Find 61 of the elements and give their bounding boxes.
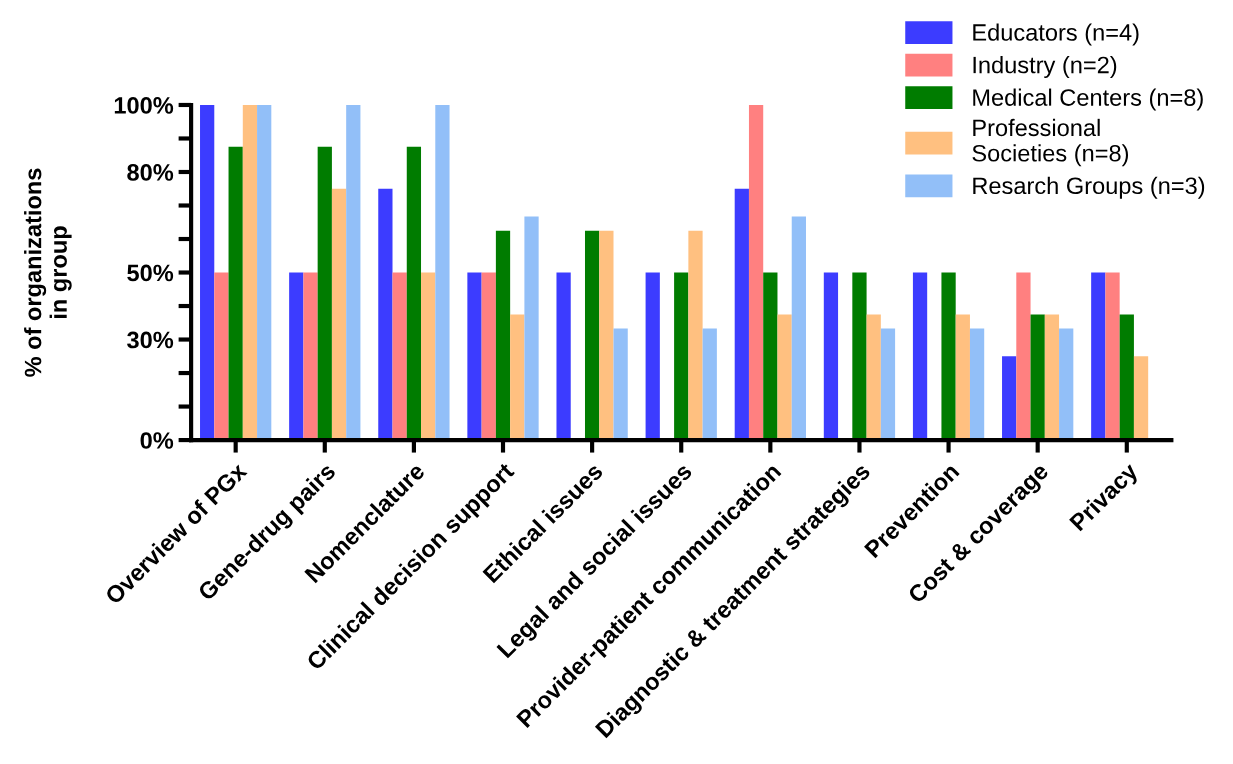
bar bbox=[823, 272, 839, 441]
y-tick-label: 30% bbox=[127, 331, 174, 349]
legend-label: Medical Centers (n=8) bbox=[973, 88, 1203, 111]
legend-label: Industry (n=2) bbox=[973, 56, 1117, 79]
y-axis-title: % of organizations in group bbox=[24, 168, 72, 377]
bar bbox=[289, 272, 304, 441]
bar bbox=[1059, 328, 1074, 441]
bar bbox=[1119, 314, 1134, 441]
bar bbox=[1044, 314, 1060, 441]
y-tick-label: 80% bbox=[127, 164, 174, 181]
bar bbox=[613, 328, 628, 441]
bar bbox=[1016, 272, 1031, 441]
bar bbox=[748, 104, 764, 441]
bar bbox=[645, 272, 660, 441]
bar bbox=[880, 328, 896, 441]
bar bbox=[791, 216, 806, 441]
bar bbox=[510, 314, 525, 441]
bar bbox=[941, 272, 956, 441]
bar bbox=[866, 314, 881, 441]
bar bbox=[1030, 314, 1045, 441]
bar bbox=[214, 272, 229, 441]
bar bbox=[524, 216, 539, 441]
y-tick-label: 100% bbox=[114, 97, 174, 114]
bar bbox=[495, 230, 511, 441]
bar bbox=[1002, 356, 1017, 441]
bar bbox=[912, 272, 928, 441]
bar bbox=[257, 104, 272, 441]
bar bbox=[406, 146, 422, 441]
bar bbox=[242, 104, 258, 441]
bar bbox=[1105, 272, 1120, 441]
bar bbox=[584, 230, 600, 441]
bar bbox=[392, 272, 407, 441]
bar bbox=[556, 272, 571, 441]
bar bbox=[777, 314, 792, 441]
bar bbox=[702, 328, 717, 441]
y-tick-label: 50% bbox=[127, 264, 174, 282]
bar bbox=[421, 272, 436, 441]
bar bbox=[688, 230, 703, 441]
bar bbox=[467, 272, 482, 441]
bar bbox=[481, 272, 496, 441]
bar bbox=[734, 188, 749, 441]
bar bbox=[228, 146, 243, 441]
bar bbox=[317, 146, 332, 441]
bar bbox=[1091, 272, 1106, 441]
legend-label: Resarch Groups (n=3) bbox=[973, 176, 1205, 199]
bar bbox=[969, 328, 985, 441]
bar bbox=[674, 272, 689, 441]
bar bbox=[955, 314, 970, 441]
bar bbox=[378, 188, 393, 441]
bar bbox=[303, 272, 318, 441]
bar bbox=[200, 104, 215, 441]
bar bbox=[599, 230, 614, 441]
y-tick-label: 0% bbox=[140, 432, 174, 449]
legend-label: Educators (n=4) bbox=[973, 23, 1139, 46]
bar bbox=[1133, 356, 1149, 441]
bar bbox=[435, 104, 450, 441]
bar bbox=[346, 104, 361, 441]
bar bbox=[852, 272, 867, 441]
bar bbox=[331, 188, 347, 441]
legend-label: Professional Societies (n=8) bbox=[972, 118, 1129, 167]
bar bbox=[763, 272, 778, 441]
